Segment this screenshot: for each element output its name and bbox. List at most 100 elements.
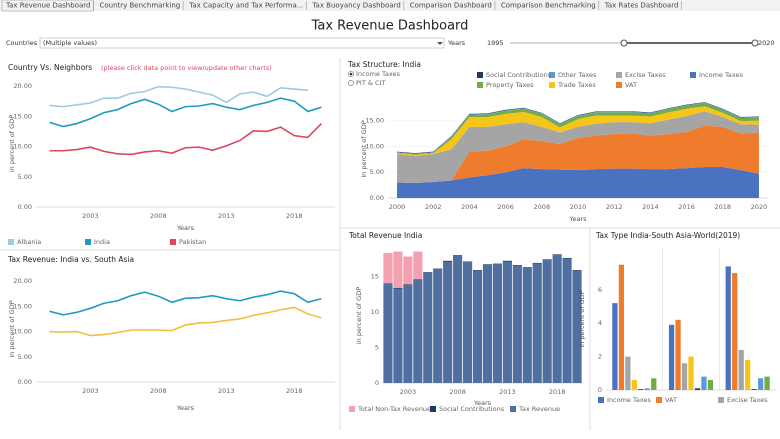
bar-segment[interactable]: [393, 251, 403, 288]
bar[interactable]: [732, 273, 738, 390]
bar-segment[interactable]: [532, 262, 542, 264]
bar-segment[interactable]: [403, 256, 413, 285]
slider-handle[interactable]: [620, 39, 628, 47]
legend-swatch[interactable]: [510, 406, 516, 412]
bar-segment[interactable]: [413, 279, 423, 280]
bar-segment[interactable]: [423, 272, 433, 383]
legend-swatch[interactable]: [349, 406, 355, 412]
legend-swatch[interactable]: [549, 72, 555, 78]
radio-button[interactable]: [348, 80, 354, 86]
bar-segment[interactable]: [522, 267, 532, 383]
legend-label[interactable]: Excise Taxes: [727, 396, 768, 404]
bar-segment[interactable]: [443, 260, 453, 262]
legend-swatch[interactable]: [85, 239, 91, 245]
bar-segment[interactable]: [433, 268, 443, 270]
bar-segment[interactable]: [502, 260, 512, 262]
bar-segment[interactable]: [482, 265, 493, 383]
legend-swatch[interactable]: [170, 239, 176, 245]
bar[interactable]: [681, 363, 688, 390]
bar-segment[interactable]: [403, 284, 413, 383]
bar-segment[interactable]: [423, 272, 433, 273]
legend-swatch[interactable]: [598, 397, 604, 403]
slider-handle[interactable]: [751, 39, 759, 47]
bar[interactable]: [745, 359, 751, 390]
bar[interactable]: [625, 356, 631, 390]
bar-segment[interactable]: [572, 270, 582, 271]
legend-label[interactable]: Albania: [17, 238, 41, 246]
bar-segment[interactable]: [562, 258, 572, 383]
legend-swatch[interactable]: [656, 397, 662, 403]
bar[interactable]: [738, 349, 744, 390]
bar-segment[interactable]: [403, 284, 413, 285]
bar-segment[interactable]: [502, 261, 512, 384]
legend-swatch[interactable]: [616, 82, 622, 88]
legend-label[interactable]: Income Taxes: [699, 71, 744, 79]
legend-label[interactable]: Other Taxes: [558, 71, 597, 79]
bar[interactable]: [631, 379, 637, 390]
bar[interactable]: [764, 376, 770, 390]
legend-swatch[interactable]: [430, 406, 436, 412]
bar-segment[interactable]: [472, 270, 483, 383]
bar-segment[interactable]: [383, 283, 393, 285]
bar[interactable]: [688, 356, 694, 390]
legend-label[interactable]: VAT: [665, 396, 677, 404]
bar-segment[interactable]: [413, 251, 423, 280]
legend-label[interactable]: Tax Revenue: [518, 405, 560, 413]
legend-label[interactable]: Social Contributions: [486, 71, 552, 79]
tab-label[interactable]: Comparison Benchmarking: [501, 2, 596, 10]
legend-swatch[interactable]: [616, 72, 622, 78]
bar-segment[interactable]: [443, 261, 453, 384]
bar[interactable]: [612, 303, 618, 390]
bar-segment[interactable]: [542, 259, 552, 261]
tab-label[interactable]: Comparison Dashboard: [410, 2, 492, 10]
bar-segment[interactable]: [552, 255, 562, 383]
radio-label[interactable]: PIT & CIT: [356, 79, 385, 87]
bar[interactable]: [701, 376, 707, 390]
bar-segment[interactable]: [393, 287, 403, 289]
bar-segment[interactable]: [492, 263, 503, 265]
bar-segment[interactable]: [522, 267, 532, 268]
legend-swatch[interactable]: [690, 72, 696, 78]
legend-swatch[interactable]: [549, 82, 555, 88]
bar[interactable]: [638, 389, 644, 390]
bar-segment[interactable]: [542, 260, 552, 383]
legend-label[interactable]: Property Taxes: [486, 81, 534, 89]
bar[interactable]: [707, 379, 714, 390]
bar-segment[interactable]: [462, 262, 473, 383]
bar-segment[interactable]: [572, 270, 582, 383]
tab-label[interactable]: Tax Capacity and Tax Performa...: [188, 2, 303, 10]
tab-label[interactable]: Tax Buoyancy Dashboard: [311, 2, 400, 10]
bar-segment[interactable]: [453, 255, 463, 383]
bar[interactable]: [668, 324, 675, 390]
tab-label[interactable]: Tax Revenue Dashboard: [5, 2, 90, 10]
bar-segment[interactable]: [532, 263, 542, 383]
bar-segment[interactable]: [562, 257, 572, 259]
legend-swatch[interactable]: [718, 397, 724, 403]
bar[interactable]: [725, 266, 731, 390]
legend-swatch[interactable]: [477, 82, 483, 88]
legend-label[interactable]: India: [94, 238, 110, 246]
bar-segment[interactable]: [433, 269, 443, 383]
bar-segment[interactable]: [383, 252, 393, 284]
bar-segment[interactable]: [383, 284, 393, 383]
bar-segment[interactable]: [393, 288, 403, 384]
bar-segment[interactable]: [413, 279, 423, 383]
countries-dropdown[interactable]: [39, 37, 445, 49]
legend-swatch[interactable]: [477, 72, 483, 78]
bar[interactable]: [644, 388, 650, 390]
bar-segment[interactable]: [512, 265, 522, 266]
legend-label[interactable]: Pakistan: [179, 238, 206, 246]
bar-segment[interactable]: [552, 254, 562, 256]
tab-label[interactable]: Country Benchmarking: [99, 2, 180, 10]
bar[interactable]: [675, 319, 681, 390]
bar[interactable]: [618, 264, 625, 390]
legend-label[interactable]: VAT: [625, 81, 637, 89]
tab-label[interactable]: Tax Rates Dashboard: [604, 2, 679, 10]
legend-label[interactable]: Excise Taxes: [625, 71, 666, 79]
bar-segment[interactable]: [462, 261, 473, 263]
bar[interactable]: [651, 378, 657, 390]
legend-swatch[interactable]: [8, 239, 14, 245]
bar-segment[interactable]: [482, 264, 493, 266]
legend-label[interactable]: Income Taxes: [607, 396, 652, 404]
legend-label[interactable]: Social Contributions: [439, 405, 505, 413]
